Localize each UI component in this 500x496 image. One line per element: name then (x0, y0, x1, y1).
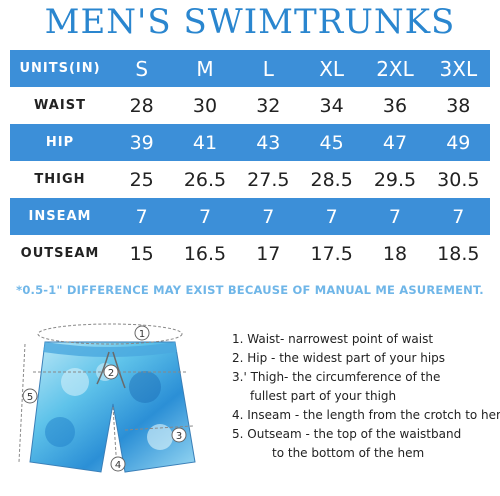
pattern-spot (147, 424, 173, 450)
table-header-row: UNITS(IN) S M L XL 2XL 3XL (10, 50, 490, 87)
units-label: UNITS(IN) (19, 61, 101, 76)
table-cell: 47 (382, 131, 408, 154)
table-cell: 18 (382, 242, 408, 265)
table-cell: 30.5 (437, 168, 480, 191)
pattern-spot (61, 368, 89, 396)
size-2xl: 2XL (376, 56, 414, 81)
marker-label: 1 (139, 329, 145, 340)
table-cell: 38 (446, 94, 471, 117)
table-row-thigh: THIGH 25 26.5 27.5 28.5 29.5 30.5 (10, 161, 490, 198)
shorts-body (29, 341, 196, 473)
table-row-inseam: INSEAM 7 7 7 7 7 7 (10, 198, 490, 235)
marker-3: 3 (171, 427, 187, 443)
table-cell: 28.5 (310, 168, 353, 191)
table-row-outseam: OUTSEAM 15 16.5 17 17.5 18 18.5 (10, 235, 490, 272)
legend-item-inseam: 4. Inseam - the length from the crotch t… (232, 408, 500, 422)
table-cell: 30 (192, 94, 218, 117)
table-cell: 15 (129, 242, 154, 265)
row-label: HIP (45, 135, 75, 150)
legend-item-hip: 2. Hip - the widest part of your hips (232, 351, 446, 365)
legend-item-thigh-cont: fullest part of your thigh (250, 389, 397, 403)
table-cell: 17 (256, 242, 281, 265)
table-cell: 7 (135, 205, 148, 228)
table-cell: 29.5 (373, 168, 417, 191)
row-label: OUTSEAM (20, 246, 100, 261)
measurement-note: *0.5-1" DIFFERENCE MAY EXIST BECAUSE OF … (16, 283, 484, 297)
row-label: THIGH (34, 172, 86, 187)
marker-1: 1 (134, 325, 150, 341)
shorts-illustration: 1 2 3 4 5 (5, 312, 215, 492)
outseam-measure-line (18, 343, 26, 463)
table-cell: 32 (256, 94, 281, 117)
size-chart-table: UNITS(IN) S M L XL 2XL 3XL WAIST 28 30 3… (10, 50, 490, 272)
page-title: MEN'S SWIMTRUNKS (44, 2, 456, 42)
legend-item-outseam-cont: to the bottom of the hem (272, 446, 425, 460)
marker-2: 2 (103, 364, 119, 380)
table-cell: 17.5 (310, 242, 353, 265)
table-cell: 34 (319, 94, 344, 117)
waistband (43, 342, 177, 357)
row-label: WAIST (34, 98, 86, 113)
table-cell: 45 (319, 131, 344, 154)
marker-label: 5 (27, 392, 33, 403)
table-cell: 36 (382, 94, 408, 117)
table-cell: 16.5 (183, 242, 227, 265)
pattern-spot (129, 371, 161, 403)
size-xl: XL (319, 56, 345, 81)
table-cell: 49 (446, 131, 471, 154)
table-cell: 7 (452, 205, 465, 228)
marker-label: 2 (108, 368, 114, 379)
row-label: INSEAM (28, 209, 92, 224)
table-cell: 7 (325, 205, 338, 228)
size-m: M (196, 56, 214, 81)
table-cell: 41 (192, 131, 218, 154)
size-3xl: 3XL (439, 56, 478, 81)
waist-measure-line (37, 323, 183, 345)
marker-4: 4 (110, 456, 126, 472)
table-row-waist: WAIST 28 30 32 34 36 38 (10, 87, 490, 124)
legend-item-waist: 1. Waist- narrowest point of waist (232, 332, 434, 346)
table-cell: 39 (129, 131, 154, 154)
shorts-svg: 1 2 3 4 5 (18, 323, 196, 473)
table-cell: 25 (129, 168, 154, 191)
marker-5: 5 (22, 388, 38, 404)
table-cell: 26.5 (183, 168, 227, 191)
table-cell: 28 (129, 94, 154, 117)
table-cell: 43 (256, 131, 281, 154)
table-cell: 7 (198, 205, 212, 228)
size-l: L (262, 56, 274, 81)
legend-item-thigh: 3.' Thigh- the circumference of the (232, 370, 441, 384)
table-row-hip: HIP 39 41 43 45 47 49 (10, 124, 490, 161)
thigh-measure-line (124, 425, 194, 431)
table-cell: 7 (388, 205, 402, 228)
table-cell: 7 (262, 205, 275, 228)
table-cell: 27.5 (247, 168, 290, 191)
marker-label: 3 (176, 431, 182, 442)
marker-label: 4 (115, 460, 121, 471)
drawstring (96, 351, 126, 389)
legend-item-outseam: 5. Outseam - the top of the waistband (232, 427, 462, 441)
table-cell: 18.5 (437, 242, 480, 265)
measurement-legend: 1. Waist- narrowest point of waist 2. Hi… (232, 330, 500, 463)
pattern-spot (45, 417, 75, 447)
size-s: S (135, 56, 149, 81)
